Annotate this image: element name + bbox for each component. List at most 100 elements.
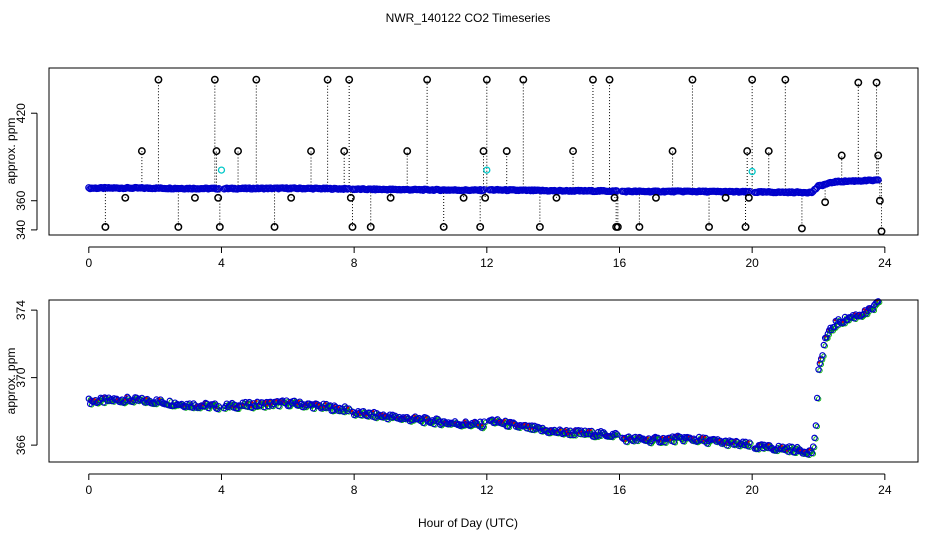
spike-point — [821, 198, 830, 207]
spike-point — [346, 193, 355, 202]
spike-point — [154, 75, 163, 84]
figure-xlabel: Hour of Day (UTC) — [418, 516, 518, 530]
spike-point — [764, 147, 773, 156]
data-point — [215, 403, 223, 410]
panel2-ylabel: approx. ppm — [4, 348, 18, 415]
spike-point — [688, 75, 697, 84]
data-point — [833, 178, 841, 186]
data-point — [275, 402, 282, 410]
spike-point — [781, 75, 790, 84]
data-point — [259, 184, 267, 192]
spike-point — [190, 193, 199, 202]
panel2-y-axis: 366 370 374 — [14, 300, 38, 455]
data-point — [810, 451, 817, 457]
x-tick-label: 8 — [351, 256, 358, 270]
figure-title: NWR_140122 CO2 Timeseries — [386, 11, 551, 25]
data-point — [830, 328, 836, 334]
data-point — [809, 443, 817, 450]
data-point — [822, 343, 828, 349]
data-point — [610, 431, 618, 438]
spike-point — [439, 223, 448, 231]
y-tick-label: 360 — [14, 190, 28, 210]
data-point — [859, 311, 866, 319]
panel1-x-axis: 0 4 8 12 16 20 24 — [85, 246, 892, 270]
spike-point — [705, 223, 713, 231]
spike-point — [386, 193, 395, 202]
spike-point — [459, 193, 468, 202]
spike-point — [721, 193, 730, 202]
spike-point — [743, 147, 752, 156]
data-point — [830, 178, 839, 187]
spike-point — [214, 193, 223, 202]
spike-point — [270, 223, 279, 231]
data-point — [216, 407, 222, 413]
panel2-marks — [85, 298, 883, 459]
x-tick-label: 12 — [480, 483, 494, 497]
spike-point — [875, 196, 884, 205]
spike-point — [340, 147, 349, 156]
panel1-ylabel: approx. ppm — [4, 118, 18, 185]
spike-point — [589, 75, 597, 84]
y-tick-label: 366 — [14, 435, 28, 455]
spike-point — [613, 223, 622, 231]
spike-point — [605, 75, 614, 84]
spike-point — [744, 193, 753, 202]
spike-point — [174, 223, 183, 231]
panel1-frame — [48, 67, 919, 236]
spike-point — [137, 147, 146, 156]
data-point — [748, 440, 754, 447]
data-point — [725, 443, 732, 450]
spike-point — [345, 75, 354, 84]
x-tick-label: 4 — [218, 256, 225, 270]
data-point — [814, 423, 820, 430]
y-tick-label: 340 — [14, 220, 28, 240]
data-point — [874, 298, 882, 305]
data-point — [371, 186, 379, 194]
spike-point — [287, 193, 296, 202]
spike-point — [668, 147, 677, 156]
data-point — [457, 422, 464, 430]
x-tick-label: 24 — [878, 483, 892, 497]
spike-point — [307, 147, 315, 156]
spike-point — [423, 75, 432, 84]
data-point — [820, 341, 828, 349]
data-point — [480, 425, 486, 432]
data-point — [85, 184, 93, 192]
spike-point — [121, 193, 130, 202]
qc-point — [483, 166, 491, 174]
y-tick-label: 370 — [14, 367, 28, 387]
spike-point — [552, 193, 561, 202]
spike-point — [101, 223, 110, 231]
data-point — [480, 186, 488, 194]
data-point — [821, 353, 827, 359]
x-tick-label: 8 — [351, 483, 358, 497]
panel1-marks — [85, 75, 886, 236]
spike-point — [481, 193, 490, 202]
data-point — [811, 434, 818, 442]
spike-point — [323, 75, 332, 84]
data-point — [808, 449, 816, 457]
data-point — [874, 176, 882, 184]
data-point — [588, 427, 595, 435]
x-tick-label: 4 — [218, 483, 225, 497]
data-point — [813, 436, 819, 442]
data-point — [672, 440, 679, 446]
data-point — [812, 422, 820, 429]
panel2-x-axis: 0 4 8 12 16 20 24 — [85, 473, 892, 497]
spike-point — [482, 75, 491, 84]
data-point — [819, 352, 826, 359]
data-point — [837, 320, 845, 327]
panel-full-range: 0 4 8 12 16 20 24 340 360 420 approx. ppm — [4, 67, 919, 270]
x-tick-label: 16 — [613, 256, 627, 270]
spike-point — [837, 151, 846, 160]
data-point — [744, 443, 752, 450]
spike-point — [519, 75, 528, 84]
spike-point — [476, 223, 485, 231]
data-point — [613, 187, 621, 195]
qc-point — [748, 167, 756, 176]
data-point — [812, 444, 818, 451]
qc-point — [217, 166, 226, 174]
data-point — [345, 405, 353, 412]
data-point — [818, 361, 824, 368]
spike-point — [215, 223, 224, 231]
